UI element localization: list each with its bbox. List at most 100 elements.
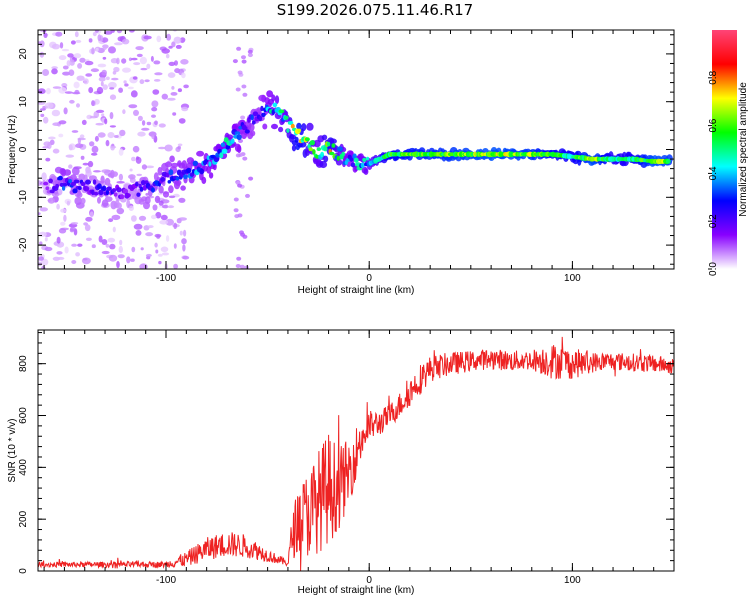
noise-blob (171, 86, 175, 90)
ridge-core (223, 137, 229, 143)
noise-blob (166, 33, 172, 41)
ridge-blob (88, 175, 97, 181)
noise-blob (183, 229, 187, 237)
noise-blob (91, 47, 95, 55)
ridge-blob (266, 90, 273, 98)
ridge-core (151, 187, 155, 193)
noise-blob (44, 237, 48, 242)
ridge-blob (249, 130, 256, 137)
noise-blob (38, 256, 44, 261)
noise-blob (159, 220, 169, 225)
noise-blob (133, 62, 141, 66)
noise-blob (44, 102, 54, 109)
ridge-core (83, 186, 90, 192)
noise-blob (96, 109, 105, 113)
noise-blob (64, 91, 73, 94)
noise-blob (130, 90, 138, 98)
noise-blob (235, 153, 241, 158)
ridge-core (192, 160, 198, 166)
top-x-tick-label: 100 (564, 273, 581, 284)
ridge-blob (154, 195, 161, 204)
noise-blob (66, 60, 71, 67)
noise-blob (151, 100, 159, 108)
noise-blob (161, 93, 168, 100)
noise-blob (94, 135, 99, 142)
noise-blob (42, 69, 50, 76)
noise-blob (153, 60, 161, 65)
top-y-tick-label: 20 (18, 48, 29, 60)
noise-blob (105, 76, 110, 81)
noise-blob (137, 115, 143, 122)
noise-blob (165, 235, 170, 242)
top-y-tick-label: -20 (18, 237, 29, 252)
noise-blob (241, 84, 247, 89)
noise-blob (38, 41, 41, 45)
noise-blob (162, 204, 169, 209)
noise-blob (156, 35, 162, 43)
ridge-blob (289, 134, 296, 140)
ridge-blob (111, 171, 119, 177)
noise-blob (116, 30, 122, 34)
noise-blob (76, 103, 80, 108)
noise-blob (93, 111, 100, 118)
ridge-core (97, 183, 102, 189)
ridge-blob (41, 172, 47, 181)
colorbar-tick-label: 0.8 (708, 70, 719, 84)
ridge-core (286, 128, 290, 133)
noise-blob (85, 216, 93, 222)
noise-blob (104, 118, 108, 125)
colorbar-tick-label: 0.2 (708, 214, 719, 228)
noise-blob (152, 89, 160, 95)
noise-blob (68, 164, 73, 169)
noise-blob (233, 208, 239, 213)
noise-blob (85, 169, 92, 177)
noise-blob (77, 243, 83, 247)
noise-blob (129, 168, 133, 172)
noise-blob (117, 254, 125, 259)
ridge-core (55, 183, 59, 189)
noise-blob (139, 79, 145, 85)
ridge-core (111, 188, 117, 193)
noise-blob (97, 132, 106, 138)
bottom-y-axis-label: SNR (10 * v/v) (7, 419, 18, 483)
ridge-blob (296, 122, 302, 130)
ridge-core (312, 149, 316, 155)
noise-blob (61, 83, 68, 88)
ridge-core (336, 155, 340, 161)
noise-blob (51, 43, 61, 50)
noise-blob (160, 214, 168, 221)
noise-blob (138, 215, 147, 221)
noise-blob (131, 215, 137, 222)
ridge-blob (274, 95, 280, 104)
ridge-blob (170, 162, 179, 168)
bottom-x-tick-label: 100 (564, 575, 581, 586)
noise-blob (109, 94, 117, 100)
ridge-core (167, 180, 172, 184)
noise-blob (86, 114, 93, 120)
top-x-tick-label: 0 (366, 273, 372, 284)
ridge-core (43, 181, 49, 186)
ridge-core (236, 134, 242, 141)
noise-blob (79, 134, 85, 139)
noise-blob (143, 35, 152, 40)
noise-blob (62, 71, 71, 76)
ridge-core (219, 152, 224, 159)
ridge-core (362, 157, 367, 162)
noise-blob (116, 261, 120, 269)
noise-blob (178, 197, 186, 203)
noise-blob (127, 86, 134, 90)
ridge-core (315, 154, 320, 159)
noise-blob (150, 55, 154, 62)
bottom-plot-frame (37, 329, 675, 572)
noise-blob (237, 183, 243, 188)
noise-blob (58, 120, 67, 125)
ridge-core (136, 192, 141, 197)
noise-blob (67, 53, 74, 58)
noise-blob (80, 155, 85, 160)
noise-blob (66, 200, 70, 206)
noise-blob (52, 86, 62, 89)
noise-blob (183, 84, 189, 89)
top-y-axis-label: Frequency (Hz) (7, 115, 18, 184)
noise-blob (61, 48, 70, 52)
noise-blob (119, 239, 123, 246)
